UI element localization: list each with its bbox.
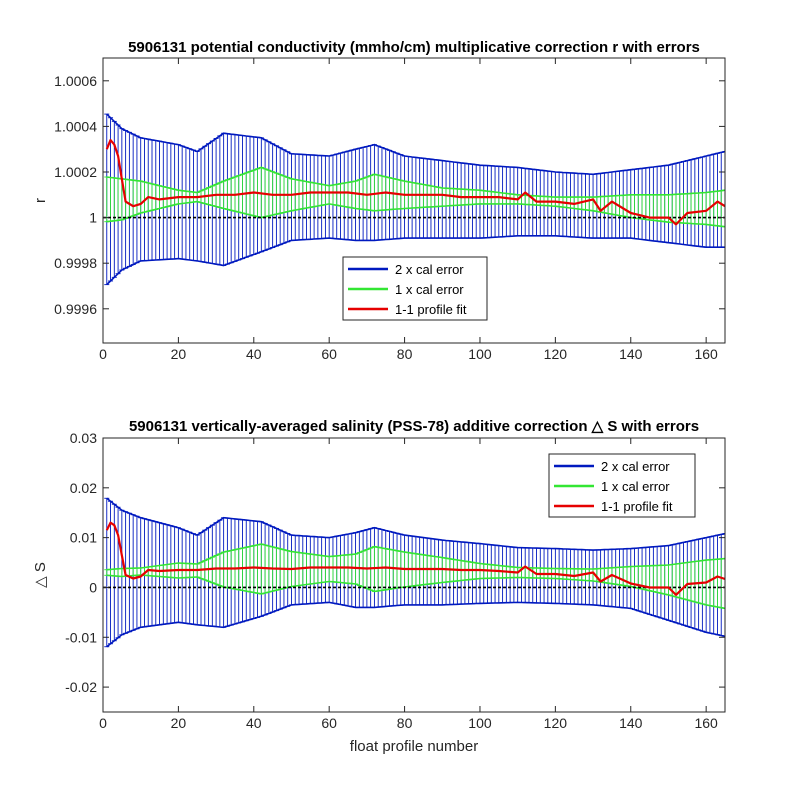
y-tick-label: 0.02 (70, 480, 97, 496)
chart-panel-2: 0 20 40 60 80 100 120 140 160 -0.02 -0.01 0 0.01 0.02… (32, 418, 726, 755)
legend-label: 1-1 profile fit (601, 499, 673, 514)
y-tick-label: 0 (89, 579, 97, 595)
x-tick-label: 0 (99, 715, 107, 731)
x-tick-label: 120 (544, 715, 568, 731)
legend-label: 2 x cal error (601, 459, 670, 474)
legend-label: 2 x cal error (395, 262, 464, 277)
x-tick-label: 100 (468, 715, 492, 731)
y-tick-label: 0.9996 (54, 301, 97, 317)
x-tick-label: 100 (468, 346, 492, 362)
chart-title: 5906131 potential conductivity (mmho/cm)… (128, 39, 700, 56)
error-envelope-lower (106, 200, 725, 228)
y-tick-label: -0.02 (65, 679, 97, 695)
y-tick-label: 0.03 (70, 430, 97, 446)
x-tick-label: 120 (544, 346, 568, 362)
axes-box (102, 437, 726, 713)
x-tick-label: 80 (397, 346, 413, 362)
chart-title: 5906131 vertically-averaged salinity (PS… (129, 418, 699, 435)
legend-label: 1 x cal error (395, 282, 464, 297)
series-profile-fit-line (105, 521, 725, 597)
plot-data (103, 113, 725, 286)
y-tick-label: 1.0002 (54, 164, 97, 180)
x-tick-label: 60 (321, 346, 337, 362)
x-tick-label: 140 (619, 715, 643, 731)
x-tick-label: 20 (171, 346, 187, 362)
legend-label: 1 x cal error (601, 479, 670, 494)
series-profile-fit-line (105, 139, 725, 226)
axes-box (102, 57, 726, 344)
legend-label: 1-1 profile fit (395, 302, 467, 317)
error-envelope-lower (106, 235, 725, 286)
y-tick-label: 0.9998 (54, 255, 97, 271)
x-tick-label: 40 (246, 346, 262, 362)
error-envelope-upper (106, 543, 725, 571)
y-axis-label: △ S (32, 562, 49, 588)
error-envelope-upper (106, 166, 725, 198)
y-tick-label: 0.01 (70, 530, 97, 546)
x-tick-label: 0 (99, 346, 107, 362)
y-tick-label: 1.0006 (54, 73, 97, 89)
y-tick-label: 1.0004 (54, 118, 97, 134)
x-tick-label: 60 (321, 715, 337, 731)
x-tick-label: 40 (246, 715, 262, 731)
x-axis-label: float profile number (350, 738, 478, 755)
plot-data (103, 497, 725, 648)
y-tick-label: -0.01 (65, 629, 97, 645)
error-envelope-upper (106, 113, 725, 176)
x-tick-label: 160 (694, 346, 718, 362)
legend: 2 x cal error 1 x cal error 1-1 profile fi… (342, 256, 488, 321)
y-tick-label: 1 (89, 210, 97, 226)
error-envelope-lower (106, 574, 725, 610)
x-tick-label: 160 (694, 715, 718, 731)
legend: 2 x cal error 1 x cal error 1-1 profile fi… (548, 453, 696, 518)
x-tick-label: 140 (619, 346, 643, 362)
y-axis-label: r (32, 198, 49, 203)
x-tick-label: 80 (397, 715, 413, 731)
chart-panel-1: 0 20 40 60 80 100 120 140 160 0.9996 0.9998 1 1.0002… (32, 39, 726, 362)
error-envelope-upper (106, 497, 725, 551)
error-envelope-lower (106, 601, 725, 648)
x-tick-label: 20 (171, 715, 187, 731)
